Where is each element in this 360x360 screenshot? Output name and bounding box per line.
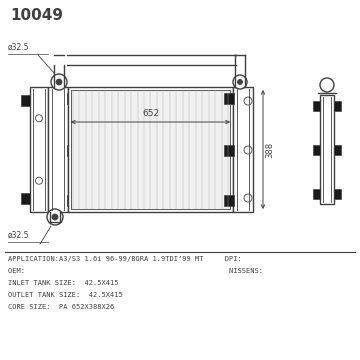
Bar	[334, 101, 341, 111]
Bar	[224, 145, 234, 156]
Circle shape	[36, 115, 42, 122]
Text: ø32.5: ø32.5	[8, 43, 30, 52]
Text: 652: 652	[142, 109, 159, 118]
Circle shape	[244, 97, 252, 105]
Bar	[313, 145, 320, 155]
Bar	[67, 93, 77, 104]
Bar	[224, 93, 234, 104]
Text: OUTLET TANK SIZE:  42.5X415: OUTLET TANK SIZE: 42.5X415	[8, 292, 123, 298]
Bar	[21, 193, 30, 204]
Bar	[224, 195, 234, 206]
Bar	[71, 90, 230, 209]
Circle shape	[51, 74, 67, 90]
Circle shape	[52, 214, 58, 220]
Circle shape	[69, 194, 77, 202]
Text: 10049: 10049	[10, 8, 63, 23]
Text: 388: 388	[265, 141, 274, 158]
Text: OEM:                                                NISSENS:: OEM: NISSENS:	[8, 268, 263, 274]
Circle shape	[233, 75, 247, 89]
Circle shape	[244, 146, 252, 154]
Circle shape	[69, 97, 77, 105]
Text: APPLICATION:A3/S3 1.6i 96-99/BORA 1.9TDI’99 MT     DPI:: APPLICATION:A3/S3 1.6i 96-99/BORA 1.9TDI…	[8, 256, 242, 262]
Bar	[30, 87, 48, 212]
Bar	[67, 145, 77, 156]
Circle shape	[238, 80, 243, 85]
Bar	[68, 87, 233, 212]
Text: INLET TANK SIZE:  42.5X415: INLET TANK SIZE: 42.5X415	[8, 280, 118, 286]
Bar	[320, 95, 334, 204]
Circle shape	[320, 78, 334, 92]
Circle shape	[69, 146, 77, 154]
Bar	[313, 101, 320, 111]
Circle shape	[47, 209, 63, 225]
Bar	[313, 189, 320, 199]
Bar	[21, 95, 30, 106]
Circle shape	[56, 79, 62, 85]
Circle shape	[244, 194, 252, 202]
Bar	[233, 87, 253, 212]
Bar	[334, 145, 341, 155]
Bar	[334, 189, 341, 199]
Text: ø32.5: ø32.5	[8, 231, 30, 240]
Bar	[67, 195, 77, 206]
Circle shape	[36, 177, 42, 184]
Bar	[48, 87, 68, 212]
Text: CORE SIZE:  PA 652X388X26: CORE SIZE: PA 652X388X26	[8, 304, 114, 310]
